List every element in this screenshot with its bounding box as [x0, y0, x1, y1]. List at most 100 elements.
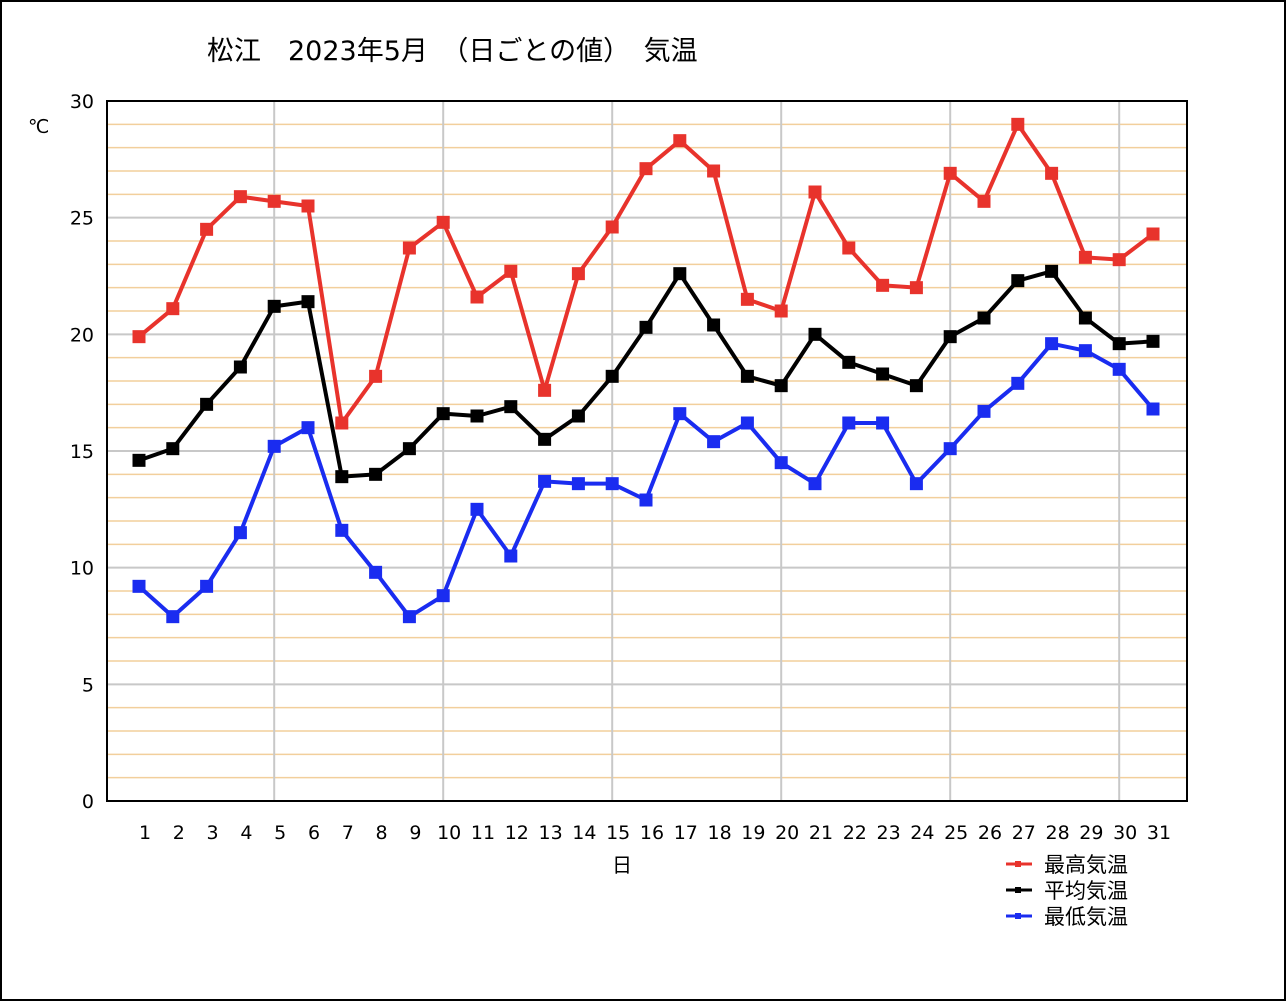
x-tick-label: 20	[775, 822, 799, 844]
x-tick-label: 30	[1113, 822, 1137, 844]
data-point	[1078, 344, 1092, 358]
data-point	[1112, 253, 1126, 267]
x-tick-label: 12	[505, 822, 529, 844]
data-point	[267, 299, 281, 313]
data-point	[1078, 311, 1092, 325]
data-point	[571, 409, 585, 423]
data-point	[808, 327, 822, 341]
x-tick-label: 18	[708, 822, 732, 844]
data-point	[774, 456, 788, 470]
data-point	[166, 442, 180, 456]
data-point	[707, 318, 721, 332]
series-2	[132, 337, 1160, 624]
data-point	[842, 241, 856, 255]
x-tick-label: 27	[1012, 822, 1036, 844]
x-tick-label: 29	[1079, 822, 1103, 844]
x-tick-label: 14	[572, 822, 596, 844]
data-point	[200, 397, 214, 411]
x-tick-label: 2	[173, 822, 185, 844]
legend-label: 最低気温	[1044, 905, 1128, 929]
data-point	[335, 470, 349, 484]
x-tick-label: 23	[877, 822, 901, 844]
data-point	[504, 264, 518, 278]
data-point	[673, 134, 687, 148]
data-point	[402, 241, 416, 255]
x-tick-label: 15	[606, 822, 630, 844]
data-point	[571, 267, 585, 281]
legend-swatch-marker	[1015, 887, 1021, 893]
x-tick-label: 7	[342, 822, 354, 844]
data-point	[707, 164, 721, 178]
legend-item: 平均気温	[1006, 879, 1128, 903]
legend-label: 最高気温	[1044, 853, 1128, 877]
data-point	[1078, 250, 1092, 264]
x-tick-label: 25	[944, 822, 968, 844]
data-point	[369, 369, 383, 383]
data-point	[335, 416, 349, 430]
x-tick-label: 22	[843, 822, 867, 844]
legend-item: 最高気温	[1006, 853, 1128, 877]
x-tick-label: 5	[274, 822, 286, 844]
data-point	[876, 367, 890, 381]
data-point	[639, 493, 653, 507]
data-point	[132, 330, 146, 344]
data-point	[538, 432, 552, 446]
data-point	[876, 278, 890, 292]
data-point	[943, 330, 957, 344]
data-point	[166, 302, 180, 316]
data-point	[470, 290, 484, 304]
x-axis-label: 日	[612, 853, 632, 877]
x-tick-label: 26	[978, 822, 1002, 844]
data-point	[1146, 334, 1160, 348]
data-point	[842, 416, 856, 430]
x-tick-label: 8	[376, 822, 388, 844]
x-tick-label: 1	[139, 822, 151, 844]
data-point	[909, 281, 923, 295]
y-tick-label: 15	[70, 441, 94, 463]
data-point	[977, 404, 991, 418]
data-point	[200, 579, 214, 593]
series-line	[137, 341, 1155, 619]
data-point	[1045, 166, 1059, 180]
series-1	[132, 264, 1160, 484]
y-tick-label: 30	[70, 91, 94, 113]
data-point	[301, 421, 315, 435]
data-point	[436, 589, 450, 603]
data-point	[369, 565, 383, 579]
x-tick-label: 31	[1147, 822, 1171, 844]
data-point	[639, 320, 653, 334]
data-point	[166, 610, 180, 624]
x-tick-label: 4	[240, 822, 252, 844]
data-point	[504, 549, 518, 563]
data-point	[233, 190, 247, 204]
x-tick-labels: 1 2 3 4 5 6 7 8 9 10 11 12 13 14 15 16 17 18 19 20 21 22 23 24 2…	[139, 822, 1171, 844]
data-point	[673, 267, 687, 281]
data-point	[233, 526, 247, 540]
data-point	[943, 442, 957, 456]
data-point	[673, 407, 687, 421]
x-tick-label: 9	[409, 822, 421, 844]
legend-item: 最低気温	[1006, 905, 1128, 929]
data-point	[740, 369, 754, 383]
legend-swatch-marker	[1015, 861, 1021, 867]
data-point	[808, 185, 822, 199]
y-tick-label: 20	[70, 324, 94, 346]
data-point	[301, 199, 315, 213]
legend-label: 平均気温	[1044, 879, 1128, 903]
data-point	[740, 416, 754, 430]
data-point	[132, 453, 146, 467]
data-point	[470, 502, 484, 516]
legend-swatch-marker	[1015, 913, 1021, 919]
data-point	[402, 442, 416, 456]
y-tick-label: 0	[82, 791, 94, 813]
data-point	[233, 360, 247, 374]
data-point	[740, 292, 754, 306]
series-0	[132, 117, 1160, 430]
data-point	[909, 379, 923, 393]
data-point	[267, 194, 281, 208]
data-point	[943, 166, 957, 180]
data-point	[1011, 376, 1025, 390]
data-point	[639, 162, 653, 176]
data-point	[470, 409, 484, 423]
